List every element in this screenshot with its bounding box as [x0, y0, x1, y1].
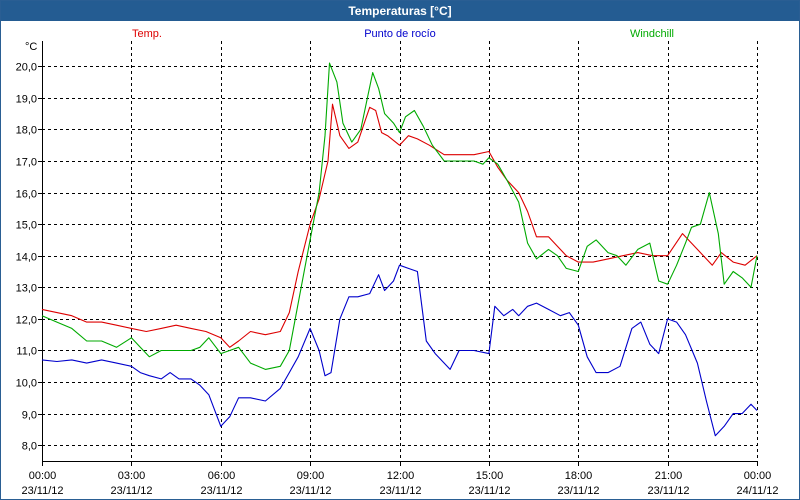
x-tick-date-label: 23/11/12 [289, 485, 331, 497]
x-tick-date-label: 23/11/12 [557, 485, 599, 497]
y-tick-label: 8,0 [22, 441, 37, 453]
x-tick-time-label: 00:00 [744, 470, 772, 482]
y-tick-label: 9,0 [22, 410, 37, 422]
y-tick-label: 11,0 [16, 346, 37, 358]
x-axis-ticks: 00:00 23/11/12 03:00 23/11/12 06:00 23/11/12 0… [21, 461, 779, 497]
legend: Temp. Punto de rocío Windchill [132, 28, 674, 40]
y-tick-label: 18,0 [16, 125, 37, 137]
series-line-0 [41, 103, 758, 348]
x-tick-time-label: 03:00 [118, 470, 146, 482]
legend-entry: Windchill [630, 28, 674, 40]
x-tick-time-label: 06:00 [208, 470, 236, 482]
y-axis-unit-label: °C [25, 41, 37, 53]
x-tick-date-label: 24/11/12 [736, 485, 778, 497]
legend-entry: Punto de rocío [364, 28, 436, 40]
y-tick-label: 13,0 [16, 283, 37, 295]
x-tick-date-label: 23/11/12 [110, 485, 152, 497]
x-tick-time-label: 15:00 [476, 470, 504, 482]
series-line-1 [41, 264, 758, 437]
legend-entry: Temp. [132, 28, 162, 40]
x-tick-time-label: 18:00 [565, 470, 593, 482]
x-tick-time-label: 21:00 [655, 470, 683, 482]
y-tick-label: 12,0 [16, 315, 37, 327]
x-tick-time-label: 12:00 [387, 470, 415, 482]
x-tick-date-label: 23/11/12 [468, 485, 510, 497]
y-tick-label: 14,0 [16, 252, 37, 264]
x-tick-date-label: 23/11/12 [200, 485, 242, 497]
x-tick-date-label: 23/11/12 [379, 485, 421, 497]
grid-lines [42, 41, 757, 461]
y-tick-label: 10,0 [16, 378, 37, 390]
y-axis-ticks: 8,0 9,0 10,0 11,0 12,0 13,0 14,0 15,0 16,0 17,0 18… [16, 62, 42, 453]
x-tick-time-label: 09:00 [297, 470, 325, 482]
y-tick-label: 15,0 [16, 220, 37, 232]
axes [42, 41, 758, 462]
x-tick-date-label: 23/11/12 [647, 485, 689, 497]
y-tick-label: 17,0 [16, 157, 37, 169]
temperature-chart: 8,0 9,0 10,0 11,0 12,0 13,0 14,0 15,0 16,0 17,0 18… [16, 28, 779, 497]
y-tick-label: 20,0 [16, 62, 37, 74]
chart-title: Temperaturas [°C] [1, 1, 799, 21]
series-line-2 [41, 62, 758, 370]
y-tick-label: 16,0 [16, 189, 37, 201]
x-tick-date-label: 23/11/12 [21, 485, 63, 497]
series-lines [41, 62, 758, 437]
y-tick-label: 19,0 [16, 94, 37, 106]
x-tick-time-label: 00:00 [29, 470, 57, 482]
